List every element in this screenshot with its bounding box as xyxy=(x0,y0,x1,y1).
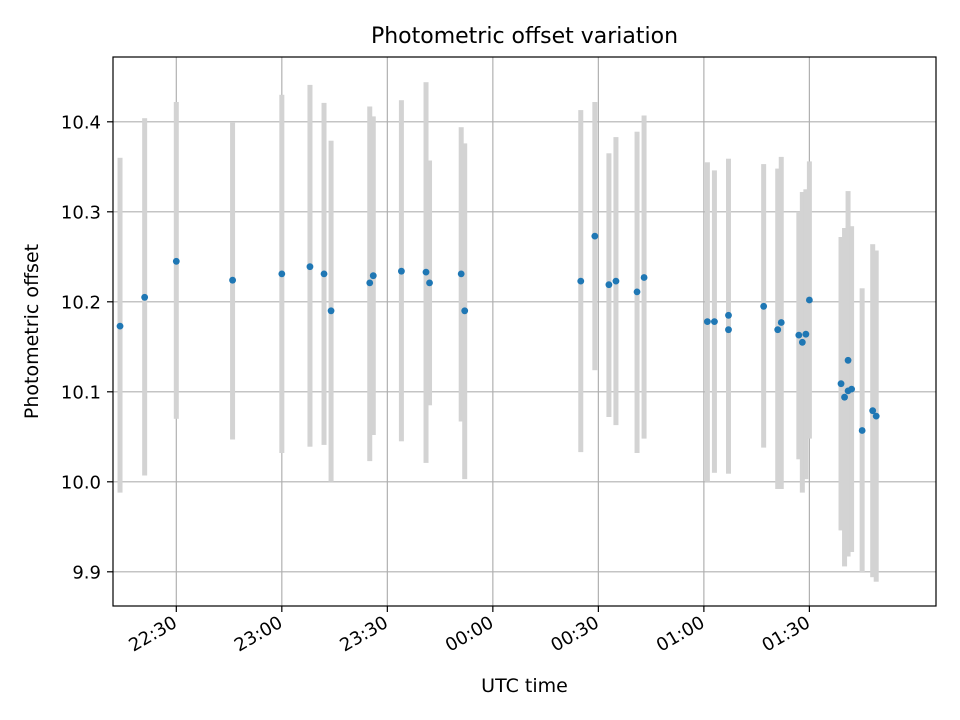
plot-frame xyxy=(112,56,937,607)
data-point xyxy=(229,276,236,284)
data-point xyxy=(711,318,718,325)
data-point xyxy=(872,412,880,420)
data-point xyxy=(327,307,335,315)
data-point xyxy=(426,279,433,287)
data-point xyxy=(172,257,180,265)
data-point xyxy=(795,331,803,339)
y-tick-label: 9.9 xyxy=(72,562,101,583)
y-tick-label: 10.1 xyxy=(61,382,101,403)
data-point xyxy=(640,274,648,281)
data-point xyxy=(777,319,785,326)
data-point xyxy=(306,263,314,271)
data-point xyxy=(141,293,149,301)
data-point xyxy=(869,407,877,415)
data-point xyxy=(366,279,374,287)
data-point xyxy=(774,326,782,334)
data-point xyxy=(633,288,641,296)
data-point xyxy=(805,296,813,304)
data-point xyxy=(760,302,768,310)
data-point xyxy=(725,326,732,334)
data-point xyxy=(703,318,711,325)
data-points xyxy=(116,232,880,434)
data-point xyxy=(457,270,465,278)
data-point xyxy=(591,232,599,240)
x-axis-label: UTC time xyxy=(481,675,568,697)
data-point xyxy=(278,270,286,278)
data-point xyxy=(837,380,845,388)
data-point xyxy=(841,393,848,401)
y-tick-label: 10.0 xyxy=(61,472,101,493)
data-point xyxy=(802,330,810,338)
data-point xyxy=(320,270,328,278)
data-point xyxy=(725,311,732,319)
data-point xyxy=(461,307,469,315)
data-point xyxy=(605,281,613,289)
data-point xyxy=(848,385,855,393)
y-axis-label: Photometric offset xyxy=(21,244,43,419)
data-point xyxy=(398,267,405,275)
data-point xyxy=(858,427,866,434)
data-point xyxy=(116,322,124,330)
data-point xyxy=(369,272,377,280)
chart-title: Photometric offset variation xyxy=(371,24,678,49)
y-tick-label: 10.3 xyxy=(61,202,101,223)
data-point xyxy=(577,277,585,285)
y-tick-label: 10.2 xyxy=(61,292,101,313)
y-tick-label: 10.4 xyxy=(61,112,101,133)
data-point xyxy=(612,277,620,285)
data-point xyxy=(422,268,430,276)
data-point xyxy=(844,356,852,364)
data-point xyxy=(798,338,806,346)
